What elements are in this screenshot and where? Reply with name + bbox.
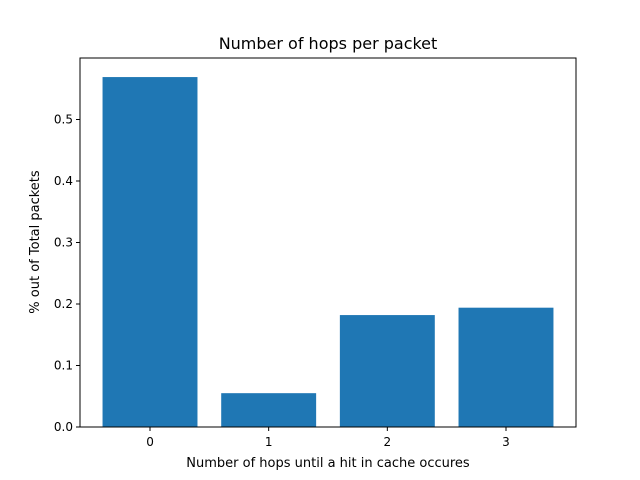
y-axis: 0.0 0.1 0.2 0.3 0.4 0.5 [54,113,80,434]
y-tick-label: 0.4 [54,174,73,188]
x-tick-label: 1 [265,435,273,449]
y-tick-label: 0.3 [54,236,73,250]
chart-title: Number of hops per packet [219,34,438,53]
x-tick-label: 3 [502,435,510,449]
y-axis-label: % out of Total packets [28,170,43,314]
bar-3 [458,307,554,427]
x-axis: 0 1 2 3 [146,427,510,449]
bar-2 [339,315,435,427]
x-tick-label: 2 [384,435,392,449]
x-axis-label: Number of hops until a hit in cache occu… [186,456,470,471]
y-tick-label: 0.2 [54,297,73,311]
bar-1 [221,393,317,427]
bars-group [102,77,554,427]
y-tick-label: 0.1 [54,359,73,373]
x-tick-label: 0 [146,435,154,449]
bar-0 [102,77,198,427]
plot-frame [79,57,577,428]
y-tick-label: 0.5 [54,113,73,127]
y-tick-label: 0.0 [54,420,73,434]
